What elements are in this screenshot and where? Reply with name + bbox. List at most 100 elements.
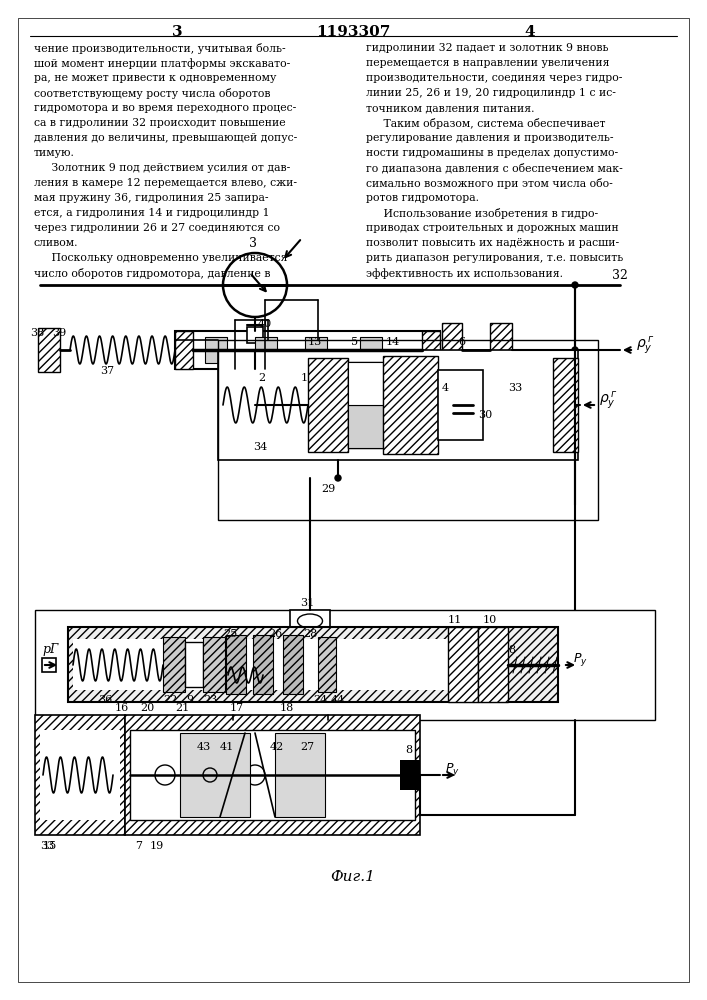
Bar bbox=[360, 337, 382, 363]
Text: 43: 43 bbox=[197, 742, 211, 752]
Text: гидромотора и во время переходного процес-: гидромотора и во время переходного проце… bbox=[34, 103, 296, 113]
Text: 10: 10 bbox=[483, 615, 497, 625]
Text: 41: 41 bbox=[220, 742, 234, 752]
Bar bbox=[125, 715, 420, 835]
Bar bbox=[422, 331, 440, 369]
Text: 3: 3 bbox=[172, 25, 182, 39]
Bar bbox=[203, 637, 225, 692]
Bar bbox=[40, 730, 120, 820]
Text: чение производительности, учитывая боль-: чение производительности, учитывая боль- bbox=[34, 43, 286, 54]
Bar bbox=[290, 610, 330, 632]
Text: го диапазона давления с обеспечением мак-: го диапазона давления с обеспечением мак… bbox=[366, 163, 623, 174]
Text: 27: 27 bbox=[300, 742, 314, 752]
Circle shape bbox=[572, 282, 578, 288]
Text: 20: 20 bbox=[140, 703, 154, 713]
Text: Золотник 9 под действием усилия от дав-: Золотник 9 под действием усилия от дав- bbox=[34, 163, 291, 173]
Text: 15: 15 bbox=[43, 841, 57, 851]
Text: производительности, соединяя через гидро-: производительности, соединяя через гидро… bbox=[366, 73, 622, 83]
Bar bbox=[35, 715, 125, 835]
Text: 22: 22 bbox=[163, 695, 177, 705]
Bar bbox=[283, 635, 303, 694]
Bar bbox=[247, 327, 263, 343]
Text: $\rho_y^{\,г}$: $\rho_y^{\,г}$ bbox=[599, 389, 617, 411]
Bar bbox=[305, 337, 327, 363]
Text: 42: 42 bbox=[270, 742, 284, 752]
Bar bbox=[130, 730, 415, 820]
Text: линии 25, 26 и 19, 20 гидроцилиндр 1 с ис-: линии 25, 26 и 19, 20 гидроцилиндр 1 с и… bbox=[366, 88, 616, 98]
Bar bbox=[218, 350, 578, 460]
Bar bbox=[218, 340, 598, 520]
Text: $P_y$: $P_y$ bbox=[573, 651, 588, 668]
Text: ления в камере 12 перемещается влево, сжи-: ления в камере 12 перемещается влево, сж… bbox=[34, 178, 297, 188]
Text: $\rho_y^{\,г}$: $\rho_y^{\,г}$ bbox=[636, 334, 654, 356]
Bar bbox=[68, 627, 558, 702]
Text: 40: 40 bbox=[258, 319, 272, 329]
Text: $P_y$: $P_y$ bbox=[445, 761, 460, 778]
Bar bbox=[448, 627, 478, 702]
Text: число оборотов гидромотора, давление в: число оборотов гидромотора, давление в bbox=[34, 268, 271, 279]
Text: ра, не может привести к одновременному: ра, не может привести к одновременному bbox=[34, 73, 276, 83]
Bar bbox=[478, 627, 508, 702]
Bar bbox=[73, 639, 463, 690]
Text: 13: 13 bbox=[308, 337, 322, 347]
Text: 7: 7 bbox=[135, 841, 142, 851]
Text: 21: 21 bbox=[175, 703, 189, 713]
Text: давления до величины, превышающей допус-: давления до величины, превышающей допус- bbox=[34, 133, 297, 143]
Text: 8: 8 bbox=[508, 645, 515, 655]
Text: 11: 11 bbox=[448, 615, 462, 625]
Text: 36: 36 bbox=[98, 695, 112, 705]
Text: 8: 8 bbox=[405, 745, 412, 755]
Text: ется, а гидролиния 14 и гидроцилиндр 1: ется, а гидролиния 14 и гидроцилиндр 1 bbox=[34, 208, 269, 218]
Bar bbox=[255, 337, 277, 363]
Text: 34: 34 bbox=[253, 442, 267, 452]
Text: 25: 25 bbox=[223, 629, 238, 639]
Text: Поскольку одновременно увеличивается: Поскольку одновременно увеличивается bbox=[34, 253, 288, 263]
Text: 4: 4 bbox=[442, 383, 449, 393]
Text: 3: 3 bbox=[249, 237, 257, 250]
Text: 23: 23 bbox=[203, 695, 217, 705]
Bar bbox=[438, 370, 483, 440]
Bar bbox=[400, 760, 420, 790]
Text: 29: 29 bbox=[321, 484, 335, 494]
Text: 1193307: 1193307 bbox=[316, 25, 390, 39]
Bar bbox=[348, 405, 383, 448]
Bar bbox=[318, 637, 336, 692]
Bar bbox=[175, 331, 193, 369]
Text: тимую.: тимую. bbox=[34, 148, 75, 158]
Bar bbox=[180, 733, 250, 817]
Bar bbox=[226, 635, 246, 694]
Bar bbox=[35, 610, 655, 720]
Text: рГ: рГ bbox=[42, 643, 58, 656]
Text: гидролинии 32 падает и золотник 9 вновь: гидролинии 32 падает и золотник 9 вновь bbox=[366, 43, 609, 53]
Circle shape bbox=[335, 475, 341, 481]
Text: шой момент инерции платформы экскавато-: шой момент инерции платформы экскавато- bbox=[34, 58, 291, 69]
Text: 28: 28 bbox=[303, 629, 317, 639]
Bar bbox=[42, 658, 56, 672]
Text: 1: 1 bbox=[301, 373, 308, 383]
Bar bbox=[383, 356, 438, 454]
Text: 30: 30 bbox=[478, 410, 492, 420]
Text: 9: 9 bbox=[186, 695, 193, 705]
Text: позволит повысить их надёжность и расши-: позволит повысить их надёжность и расши- bbox=[366, 238, 619, 248]
Circle shape bbox=[572, 347, 578, 353]
Text: са в гидролинии 32 происходит повышение: са в гидролинии 32 происходит повышение bbox=[34, 118, 286, 128]
Text: мая пружину 36, гидролиния 25 запира-: мая пружину 36, гидролиния 25 запира- bbox=[34, 193, 269, 203]
Text: 33: 33 bbox=[508, 383, 522, 393]
Text: Фиг.1: Фиг.1 bbox=[331, 870, 375, 884]
Bar bbox=[205, 337, 227, 363]
Text: 26: 26 bbox=[268, 629, 282, 639]
Text: рить диапазон регулирования, т.е. повысить: рить диапазон регулирования, т.е. повыси… bbox=[366, 253, 624, 263]
Text: регулирование давления и производитель-: регулирование давления и производитель- bbox=[366, 133, 614, 143]
Text: Использование изобретения в гидро-: Использование изобретения в гидро- bbox=[366, 208, 598, 219]
Bar bbox=[348, 362, 383, 448]
Bar bbox=[185, 642, 203, 687]
Text: 39: 39 bbox=[52, 328, 66, 338]
Text: 32: 32 bbox=[612, 269, 628, 282]
Bar bbox=[163, 637, 185, 692]
Text: ротов гидромотора.: ротов гидромотора. bbox=[366, 193, 479, 203]
Text: 44: 44 bbox=[331, 695, 345, 705]
Bar bbox=[308, 358, 348, 452]
Bar bbox=[223, 283, 287, 287]
Bar bbox=[442, 323, 462, 377]
Text: сливом.: сливом. bbox=[34, 238, 78, 248]
